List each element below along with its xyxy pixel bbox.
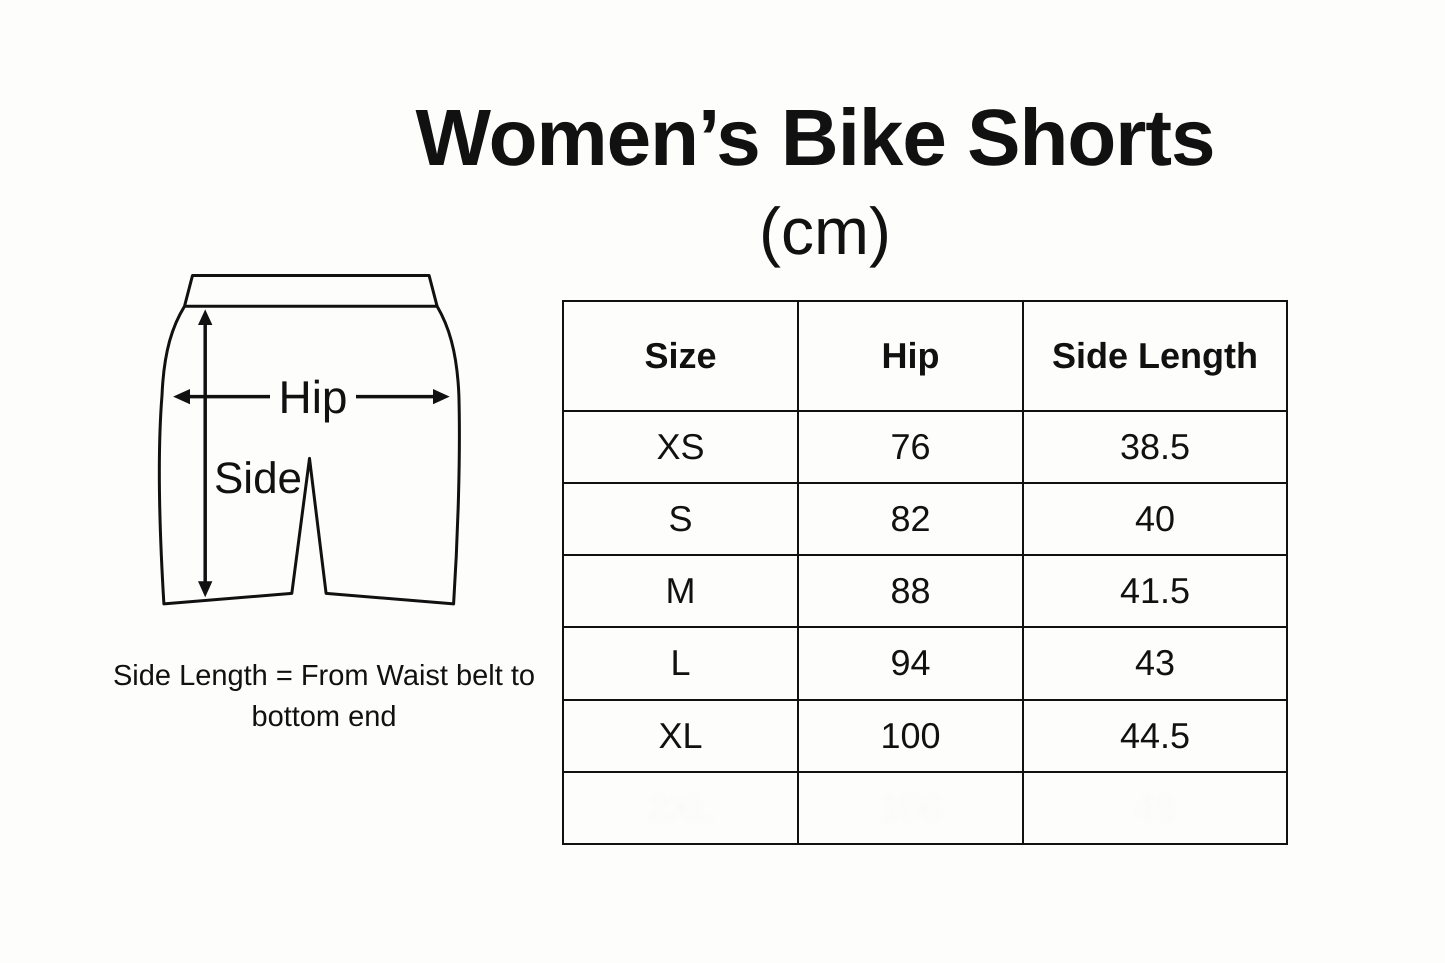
svg-text:Hip: Hip	[278, 371, 347, 423]
svg-text:Side: Side	[214, 454, 302, 503]
